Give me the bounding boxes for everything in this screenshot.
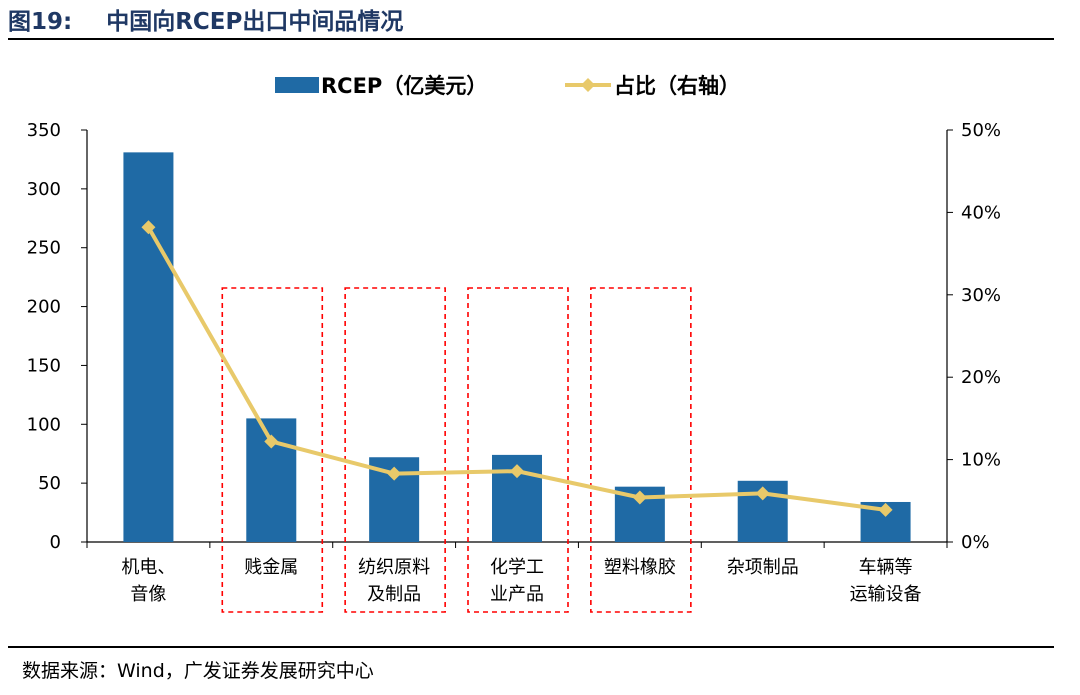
highlight-box (221, 287, 324, 613)
highlight-box (590, 287, 692, 613)
x-tick-label: 音像 (130, 584, 166, 605)
figure-number: 图19: (8, 9, 73, 35)
y-right-tick-label: 20% (961, 367, 1001, 388)
y-right-tick-label: 40% (961, 202, 1001, 223)
x-tick-label: 塑料橡胶 (604, 557, 676, 578)
line-marker (632, 490, 647, 505)
x-tick-label: 运输设备 (850, 584, 922, 605)
line-marker (510, 464, 524, 479)
y-left-tick-label: 350 (27, 120, 61, 141)
figure-title: 图19: 中国向RCEP出口中间品情况 (8, 2, 403, 36)
line-marker (141, 220, 156, 235)
source-note: 数据来源：Wind，广发证券发展研究中心 (22, 660, 374, 682)
highlight-box (344, 287, 446, 613)
x-tick-label: 杂项制品 (727, 557, 799, 578)
y-left-tick-label: 250 (27, 238, 61, 259)
top-rule (8, 38, 1054, 40)
y-left-tick-label: 0 (50, 532, 61, 553)
line-marker (878, 502, 893, 517)
x-tick-label: 及制品 (367, 584, 421, 605)
x-tick-label: 机电、 (121, 557, 175, 578)
legend-label-line: 占比（右轴） (614, 74, 740, 98)
y-right-tick-label: 30% (961, 285, 1001, 306)
y-right-tick-label: 10% (961, 450, 1001, 471)
y-left-tick-label: 100 (27, 414, 61, 435)
legend-label-bar: RCEP（亿美元） (321, 74, 487, 98)
line-marker (264, 434, 279, 449)
figure-title-text: 中国向RCEP出口中间品情况 (106, 9, 404, 35)
y-right-tick-label: 50% (961, 120, 1001, 141)
legend-swatch-marker (581, 78, 595, 92)
line-marker (755, 486, 770, 501)
line-marker (387, 466, 402, 481)
legend-swatch-bar (275, 77, 319, 93)
highlight-box (467, 287, 569, 613)
x-tick-label: 车辆等 (859, 557, 913, 578)
x-tick-label: 纺织原料 (358, 557, 430, 578)
y-right-tick-label: 0% (961, 532, 990, 553)
combo-chart: 0 50 100 150 200 250 300 350 0% 10% 20% 30% 40% 50% 机电… (27, 74, 1001, 613)
y-left-tick-label: 300 (27, 179, 61, 200)
bar (123, 152, 174, 542)
y-left-tick-label: 150 (27, 355, 61, 376)
x-tick-label: 化学工 (490, 557, 544, 578)
bottom-rule (8, 646, 1054, 648)
y-left-tick-label: 50 (38, 473, 61, 494)
y-left-tick-label: 200 (27, 297, 61, 318)
x-tick-label: 业产品 (490, 584, 544, 605)
x-tick-label: 贱金属 (244, 557, 298, 578)
